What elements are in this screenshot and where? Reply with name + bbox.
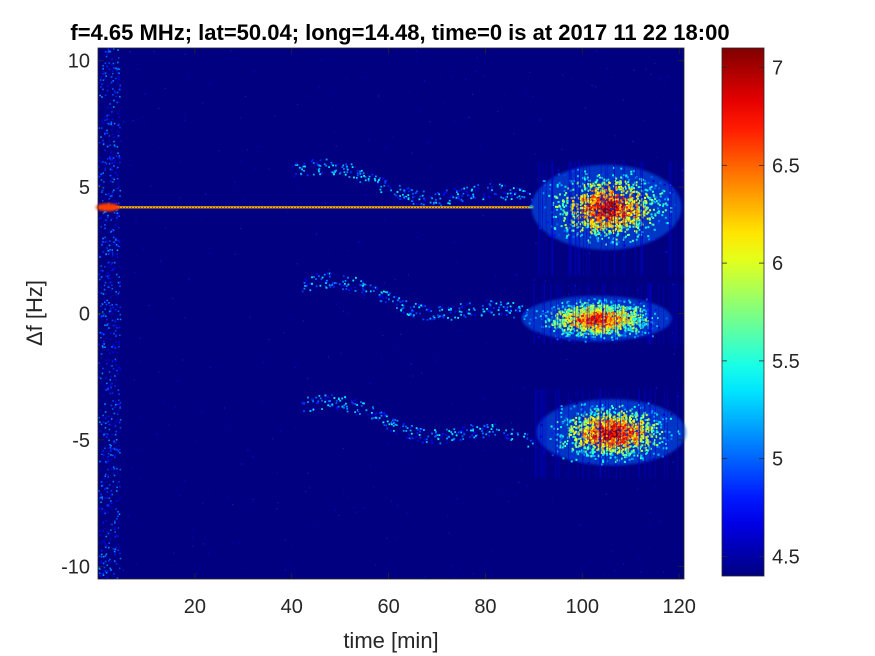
y-tick-label: -5 — [72, 430, 90, 452]
x-tick-label: 120 — [662, 596, 695, 618]
drift-trace — [301, 394, 534, 448]
intense-cluster — [534, 389, 687, 478]
y-axis-ticks: -10 -5 0 5 10 — [61, 51, 684, 578]
drift-trace — [291, 158, 534, 209]
drift-trace — [301, 272, 536, 326]
x-axis-ticks: 20 40 60 80 100 120 — [184, 48, 696, 618]
colorbar-tick-label: 4.5 — [772, 546, 800, 568]
x-axis-label: time [min] — [343, 628, 438, 653]
colorbar-tick-label: 5.5 — [772, 351, 800, 373]
spectral-features — [95, 48, 687, 580]
y-tick-label: 0 — [79, 304, 90, 326]
y-tick-label: -10 — [61, 556, 90, 578]
colorbar-ticks: 4.5 5 5.5 6 6.5 7 — [722, 58, 800, 568]
colorbar: 4.5 5 5.5 6 6.5 7 — [721, 47, 800, 577]
y-tick-label: 5 — [79, 177, 90, 199]
x-tick-label: 100 — [566, 596, 599, 618]
chart-title: f=4.65 MHz; lat=50.04; long=14.48, time=… — [70, 20, 729, 45]
intense-cluster — [521, 283, 684, 344]
colorbar-tick-label: 5 — [772, 449, 783, 471]
colorbar-tick-label: 7 — [772, 58, 783, 80]
x-tick-label: 80 — [474, 596, 496, 618]
colorbar-tick-label: 6 — [772, 253, 783, 275]
x-tick-label: 40 — [281, 596, 303, 618]
vertical-band — [98, 48, 122, 580]
noise-speckle — [104, 50, 684, 579]
colorbar-tick-label: 6.5 — [772, 155, 800, 177]
colorbar-frame — [721, 47, 765, 577]
y-tick-label: 10 — [68, 51, 90, 73]
y-axis-label: Δf [Hz] — [22, 280, 47, 346]
carrier-start-blob — [95, 203, 120, 212]
x-tick-label: 20 — [184, 596, 206, 618]
plot-area — [95, 47, 687, 580]
intense-cluster — [531, 161, 684, 276]
colorbar-gradient — [722, 48, 764, 576]
x-tick-label: 60 — [377, 596, 399, 618]
